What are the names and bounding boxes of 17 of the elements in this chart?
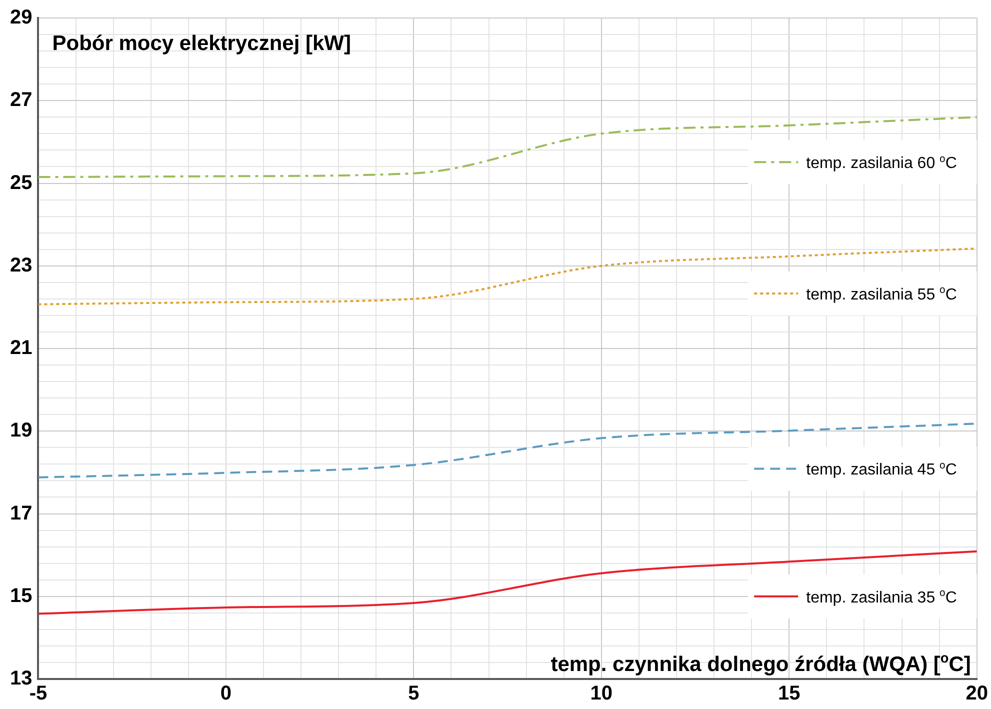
x-tick-label: 5 — [408, 682, 420, 705]
x-tick-label: 15 — [778, 682, 800, 705]
y-tick-label: 21 — [10, 337, 32, 360]
y-tick-label: 17 — [10, 502, 32, 524]
y-tick-label: 15 — [10, 584, 32, 607]
x-tick-label: 10 — [590, 682, 613, 705]
text: Pobór mocy elektrycznej [kW] — [52, 32, 351, 55]
y-tick-label: 19 — [10, 420, 32, 442]
y-tick-label: 25 — [10, 172, 32, 194]
line-series — [38, 422, 977, 478]
line-series — [38, 116, 977, 178]
x-tick-label: 20 — [966, 682, 988, 705]
y-tick-label: 23 — [10, 254, 32, 276]
x-tick-label: 0 — [220, 682, 232, 705]
line-series — [38, 550, 977, 615]
y-tick-label: 29 — [10, 6, 32, 29]
y-tick-label: 27 — [10, 89, 32, 112]
